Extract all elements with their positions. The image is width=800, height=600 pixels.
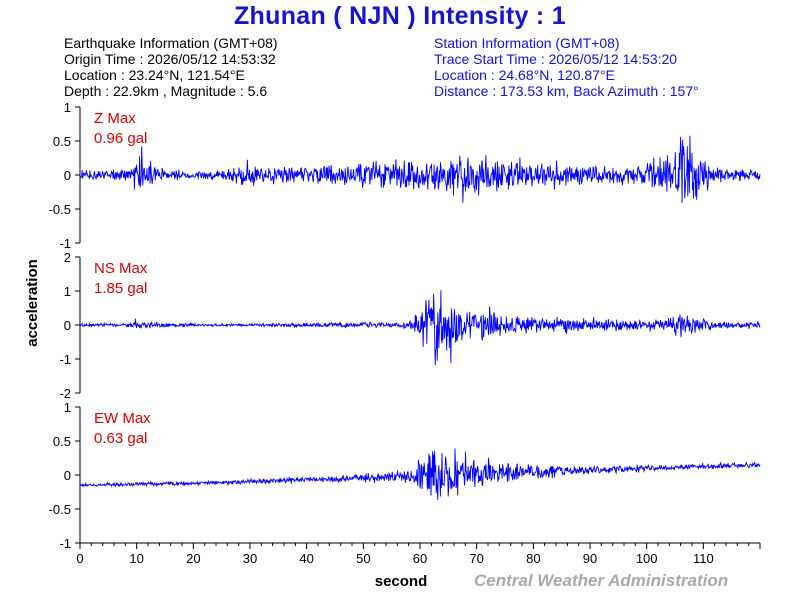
z-y-tick-label: 1	[64, 100, 71, 115]
credit-label: Central Weather Administration	[474, 571, 729, 590]
x-tick-label: 20	[186, 551, 200, 566]
x-axis-title: second	[375, 573, 428, 590]
ew-max-value: 0.63 gal	[94, 430, 147, 447]
z-waveform-trace	[79, 135, 761, 203]
ns-y-tick-label: 2	[64, 250, 71, 265]
ew-y-tick-label: -1	[59, 536, 71, 551]
z-max-value: 0.96 gal	[94, 130, 147, 147]
x-tick-label: 90	[583, 551, 597, 566]
x-tick-label: 100	[636, 551, 658, 566]
earthquake-info-heading: Earthquake Information (GMT+08)	[64, 35, 278, 51]
z-y-tick-label: -1	[59, 236, 71, 251]
z-y-tick-label: 0.5	[53, 134, 71, 149]
ns-y-tick-label: -1	[59, 352, 71, 367]
x-tick-label: 50	[356, 551, 370, 566]
ew-y-tick-label: 0	[64, 468, 71, 483]
ns-y-tick-label: -2	[59, 386, 71, 401]
ns-y-tick-label: 1	[64, 284, 71, 299]
x-tick-label: 110	[693, 551, 714, 566]
z-y-tick-label: -0.5	[49, 202, 71, 217]
z-y-tick-label: 0	[64, 168, 71, 183]
ns-waveform-trace	[80, 290, 761, 366]
ew-y-tick-label: 0.5	[53, 434, 71, 449]
x-tick-label: 80	[526, 551, 540, 566]
ew-waveform-trace	[79, 448, 761, 500]
z-max-label: Z Max	[94, 110, 136, 127]
ew-y-tick-label: -0.5	[49, 502, 71, 517]
origin-time: Origin Time : 2026/05/12 14:53:32	[64, 51, 276, 67]
depth-magnitude: Depth : 22.9km , Magnitude : 5.6	[64, 83, 268, 99]
station-location: Location : 24.68°N, 120.87°E	[434, 67, 615, 83]
x-tick-label: 40	[299, 551, 313, 566]
x-tick-label: 70	[469, 551, 483, 566]
x-tick-label: 60	[413, 551, 427, 566]
station-info-heading: Station Information (GMT+08)	[434, 35, 620, 51]
ew-y-tick-label: 1	[64, 400, 71, 415]
ew-max-label: EW Max	[94, 410, 151, 427]
ns-max-value: 1.85 gal	[94, 280, 147, 297]
y-axis-title: acceleration	[24, 259, 41, 347]
earthquake-info: Earthquake Information (GMT+08) Origin T…	[64, 35, 278, 99]
epicenter-location: Location : 23.24°N, 121.54°E	[64, 67, 245, 83]
x-tick-label: 0	[76, 551, 83, 566]
x-tick-label: 30	[243, 551, 257, 566]
trace-start-time: Trace Start Time : 2026/05/12 14:53:20	[434, 51, 678, 67]
distance-azimuth: Distance : 173.53 km, Back Azimuth : 157…	[434, 83, 699, 99]
ns-y-tick-label: 0	[64, 318, 71, 333]
ns-max-label: NS Max	[94, 260, 148, 277]
x-tick-label: 10	[129, 551, 143, 566]
station-info: Station Information (GMT+08) Trace Start…	[434, 35, 699, 99]
chart-title: Zhunan ( NJN ) Intensity : 1	[233, 2, 567, 30]
